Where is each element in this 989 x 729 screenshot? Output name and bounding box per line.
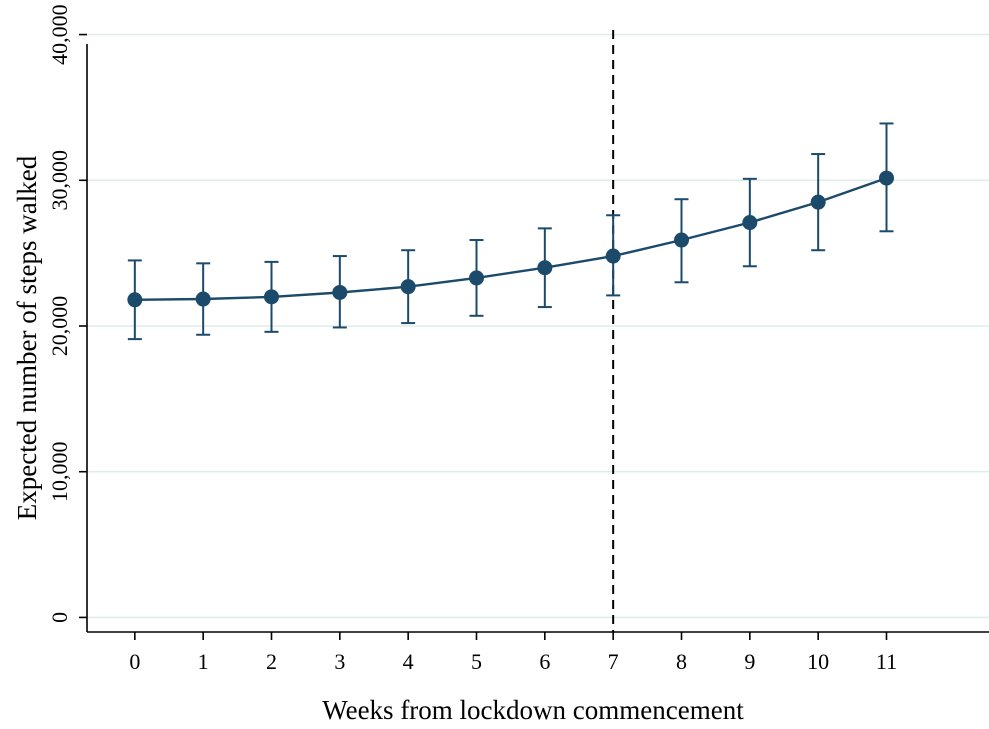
- data-point: [264, 289, 279, 305]
- x-axis-title: Weeks from lockdown commencement: [322, 695, 744, 724]
- y-tick-labels: 0 10,000 20,000 30,000 40,000: [47, 4, 72, 623]
- y-tick-label: 40,000: [47, 4, 72, 64]
- x-tick-label: 7: [608, 649, 619, 674]
- data-point: [400, 279, 416, 295]
- x-tick-label: 6: [539, 649, 550, 674]
- x-tick-label: 10: [807, 649, 829, 674]
- y-tick-label: 10,000: [47, 441, 72, 502]
- data-point: [674, 232, 689, 248]
- series-line-layer: [134, 176, 887, 301]
- data-point: [537, 260, 553, 276]
- y-tick-label: 0: [47, 612, 72, 623]
- x-tick-label: 8: [676, 649, 687, 674]
- data-point: [469, 270, 484, 286]
- x-tick-label: 5: [471, 649, 482, 674]
- x-tick-label: 3: [334, 649, 345, 674]
- data-point: [332, 284, 348, 300]
- x-tick-label: 11: [876, 649, 897, 674]
- x-tick-label: 2: [266, 649, 277, 674]
- data-points: [127, 170, 894, 308]
- axes: [79, 33, 989, 640]
- gridlines: [87, 33, 989, 619]
- data-point: [195, 291, 211, 307]
- y-tick-label: 30,000: [47, 150, 72, 211]
- x-tick-label: 1: [198, 649, 209, 674]
- series-line: [134, 176, 887, 301]
- x-tick-labels: 0 1 2 3 4 5 6 7 8 9 10 11: [129, 649, 897, 674]
- y-axis-title: Expected number of steps walked: [12, 155, 42, 520]
- data-point: [742, 215, 758, 231]
- x-tick-label: 4: [403, 649, 414, 674]
- data-point: [127, 292, 143, 308]
- x-tick-label: 9: [744, 649, 755, 674]
- x-tick-label: 0: [129, 649, 140, 674]
- data-point: [879, 170, 894, 186]
- data-point: [810, 194, 826, 210]
- y-tick-label: 20,000: [47, 296, 72, 357]
- error-bars: [127, 122, 894, 341]
- data-point: [605, 248, 621, 264]
